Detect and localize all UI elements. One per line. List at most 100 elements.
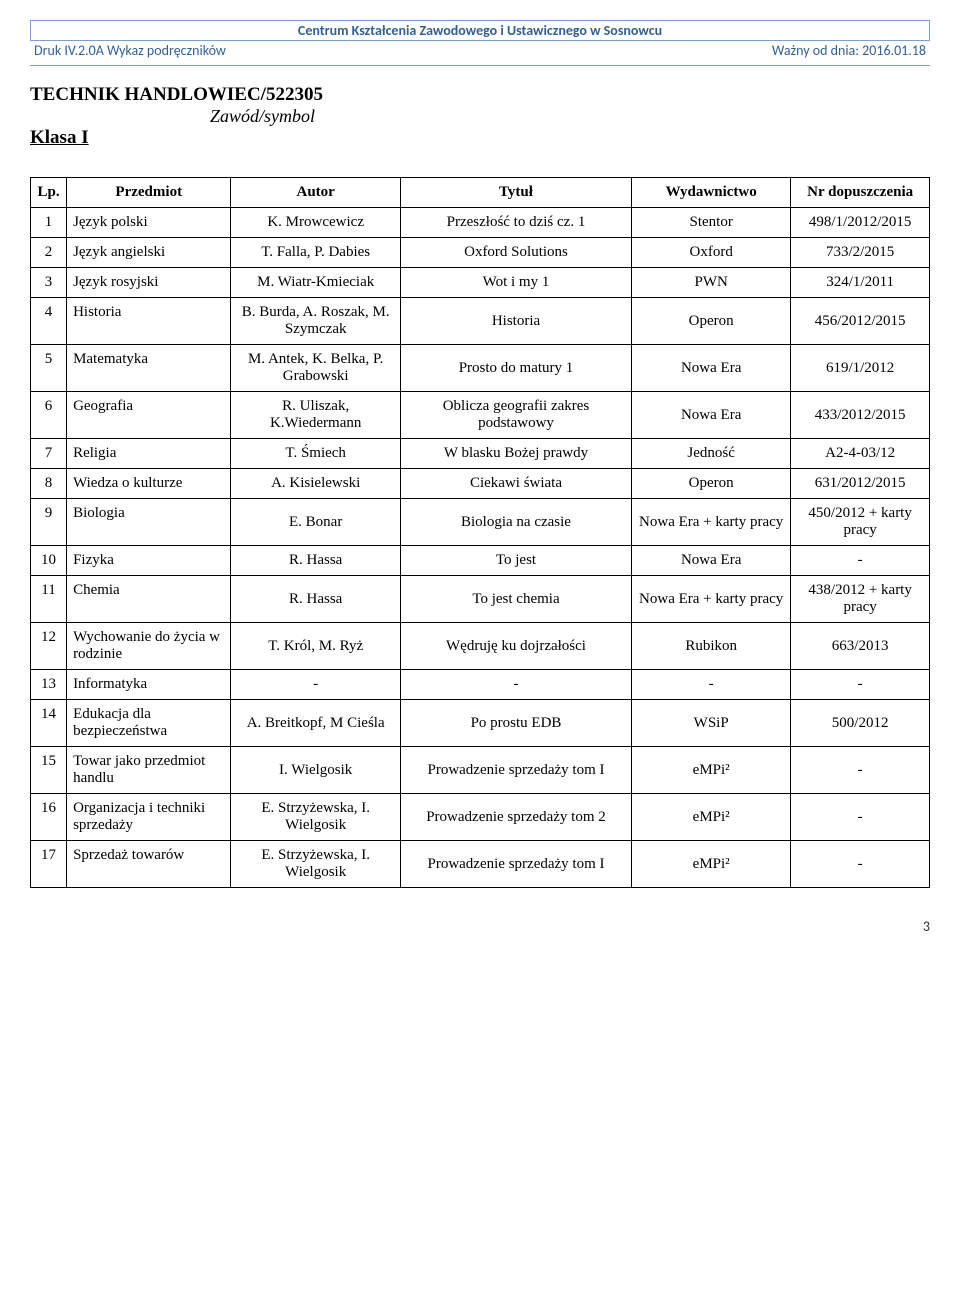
- cell-publisher: Stentor: [632, 208, 791, 238]
- cell-lp: 17: [31, 841, 67, 888]
- cell-author: -: [231, 670, 401, 700]
- cell-author: I. Wielgosik: [231, 747, 401, 794]
- cell-title: Prowadzenie sprzedaży tom I: [400, 747, 631, 794]
- cell-lp: 14: [31, 700, 67, 747]
- table-row: 8Wiedza o kulturzeA. KisielewskiCiekawi …: [31, 469, 930, 499]
- cell-author: T. Król, M. Ryż: [231, 623, 401, 670]
- cell-subject: Religia: [67, 439, 231, 469]
- cell-subject: Wychowanie do życia w rodzinie: [67, 623, 231, 670]
- cell-lp: 13: [31, 670, 67, 700]
- cell-author: R. Hassa: [231, 546, 401, 576]
- cell-subject: Informatyka: [67, 670, 231, 700]
- cell-publisher: WSiP: [632, 700, 791, 747]
- cell-title: Historia: [400, 298, 631, 345]
- cell-author: A. Breitkopf, M Cieśla: [231, 700, 401, 747]
- cell-lp: 10: [31, 546, 67, 576]
- cell-nr: 456/2012/2015: [791, 298, 930, 345]
- cell-author: A. Kisielewski: [231, 469, 401, 499]
- cell-subject: Sprzedaż towarów: [67, 841, 231, 888]
- table-row: 6GeografiaR. Uliszak, K.WiedermannOblicz…: [31, 392, 930, 439]
- cell-lp: 8: [31, 469, 67, 499]
- cell-nr: 498/1/2012/2015: [791, 208, 930, 238]
- cell-title: Oxford Solutions: [400, 238, 631, 268]
- cell-publisher: -: [632, 670, 791, 700]
- cell-nr: -: [791, 841, 930, 888]
- cell-nr: 500/2012: [791, 700, 930, 747]
- header-left: Druk IV.2.0A Wykaz podręczników: [34, 42, 226, 59]
- cell-lp: 11: [31, 576, 67, 623]
- cell-lp: 16: [31, 794, 67, 841]
- table-row: 14Edukacja dla bezpieczeństwaA. Breitkop…: [31, 700, 930, 747]
- cell-author: T. Falla, P. Dabies: [231, 238, 401, 268]
- cell-title: Przeszłość to dziś cz. 1: [400, 208, 631, 238]
- cell-publisher: eMPi²: [632, 747, 791, 794]
- table-row: 13Informatyka----: [31, 670, 930, 700]
- cell-nr: 619/1/2012: [791, 345, 930, 392]
- cell-lp: 9: [31, 499, 67, 546]
- title-block: TECHNIK HANDLOWIEC/522305 Zawód/symbol K…: [30, 84, 930, 149]
- title-main: TECHNIK HANDLOWIEC/522305: [30, 84, 930, 106]
- cell-lp: 15: [31, 747, 67, 794]
- cell-nr: -: [791, 670, 930, 700]
- table-row: 11ChemiaR. HassaTo jest chemiaNowa Era +…: [31, 576, 930, 623]
- cell-title: To jest chemia: [400, 576, 631, 623]
- cell-subject: Historia: [67, 298, 231, 345]
- table-row: 1Język polskiK. MrowcewiczPrzeszłość to …: [31, 208, 930, 238]
- cell-publisher: Jedność: [632, 439, 791, 469]
- cell-author: K. Mrowcewicz: [231, 208, 401, 238]
- table-row: 9BiologiaE. BonarBiologia na czasieNowa …: [31, 499, 930, 546]
- table-row: 10FizykaR. HassaTo jestNowa Era-: [31, 546, 930, 576]
- col-lp: Lp.: [31, 178, 67, 208]
- table-row: 2Język angielskiT. Falla, P. DabiesOxfor…: [31, 238, 930, 268]
- cell-author: M. Wiatr-Kmieciak: [231, 268, 401, 298]
- cell-subject: Chemia: [67, 576, 231, 623]
- cell-publisher: Nowa Era: [632, 345, 791, 392]
- cell-title: Prowadzenie sprzedaży tom I: [400, 841, 631, 888]
- cell-title: Biologia na czasie: [400, 499, 631, 546]
- cell-author: R. Hassa: [231, 576, 401, 623]
- table-row: 12Wychowanie do życia w rodzinieT. Król,…: [31, 623, 930, 670]
- cell-subject: Edukacja dla bezpieczeństwa: [67, 700, 231, 747]
- cell-author: B. Burda, A. Roszak, M. Szymczak: [231, 298, 401, 345]
- cell-subject: Biologia: [67, 499, 231, 546]
- cell-nr: 433/2012/2015: [791, 392, 930, 439]
- cell-publisher: Nowa Era + karty pracy: [632, 576, 791, 623]
- cell-nr: A2-4-03/12: [791, 439, 930, 469]
- cell-publisher: Operon: [632, 469, 791, 499]
- header-sub: Druk IV.2.0A Wykaz podręczników Ważny od…: [30, 41, 930, 66]
- cell-nr: 450/2012 + karty pracy: [791, 499, 930, 546]
- table-row: 4HistoriaB. Burda, A. Roszak, M. Szymcza…: [31, 298, 930, 345]
- cell-title: Prosto do matury 1: [400, 345, 631, 392]
- title-klasa: Klasa I: [30, 127, 930, 149]
- cell-nr: 733/2/2015: [791, 238, 930, 268]
- cell-nr: 663/2013: [791, 623, 930, 670]
- cell-lp: 6: [31, 392, 67, 439]
- cell-lp: 2: [31, 238, 67, 268]
- cell-lp: 3: [31, 268, 67, 298]
- cell-author: E. Strzyżewska, I. Wielgosik: [231, 794, 401, 841]
- cell-lp: 7: [31, 439, 67, 469]
- cell-lp: 1: [31, 208, 67, 238]
- cell-author: E. Strzyżewska, I. Wielgosik: [231, 841, 401, 888]
- cell-publisher: Oxford: [632, 238, 791, 268]
- cell-author: R. Uliszak, K.Wiedermann: [231, 392, 401, 439]
- table-row: 17Sprzedaż towarówE. Strzyżewska, I. Wie…: [31, 841, 930, 888]
- cell-subject: Organizacja i techniki sprzedaży: [67, 794, 231, 841]
- cell-title: Po prostu EDB: [400, 700, 631, 747]
- cell-author: E. Bonar: [231, 499, 401, 546]
- cell-lp: 12: [31, 623, 67, 670]
- cell-title: W blasku Bożej prawdy: [400, 439, 631, 469]
- cell-publisher: Nowa Era + karty pracy: [632, 499, 791, 546]
- cell-title: Ciekawi świata: [400, 469, 631, 499]
- cell-nr: -: [791, 546, 930, 576]
- cell-publisher: Operon: [632, 298, 791, 345]
- header-center: Centrum Kształcenia Zawodowego i Ustawic…: [30, 20, 930, 41]
- cell-publisher: Rubikon: [632, 623, 791, 670]
- textbook-table: Lp. Przedmiot Autor Tytuł Wydawnictwo Nr…: [30, 177, 930, 888]
- table-row: 7ReligiaT. ŚmiechW blasku Bożej prawdyJe…: [31, 439, 930, 469]
- cell-title: -: [400, 670, 631, 700]
- page-number: 3: [30, 918, 930, 935]
- cell-nr: -: [791, 794, 930, 841]
- title-sub: Zawód/symbol: [210, 106, 930, 127]
- cell-subject: Fizyka: [67, 546, 231, 576]
